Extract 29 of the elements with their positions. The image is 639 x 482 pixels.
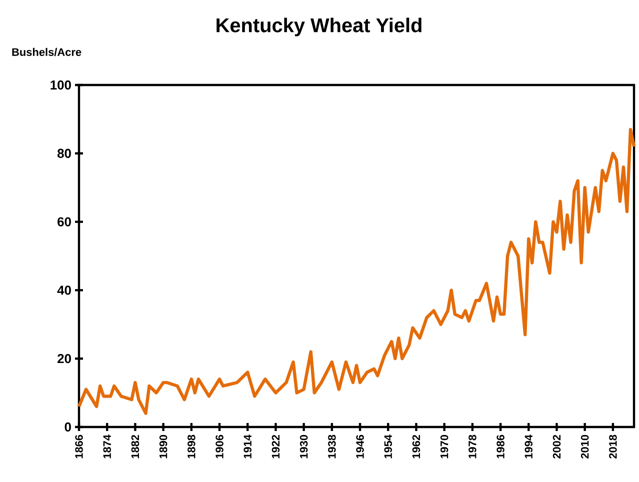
x-tick-label: 2010 [580,434,589,459]
chart-title: Kentucky Wheat Yield [216,18,422,36]
x-tick-label: 1866 [75,434,83,458]
x-tick-label: 1922 [272,434,280,458]
x-tick-label: 2002 [552,434,561,459]
x-tick-label: 2018 [609,434,617,459]
x-tick-label: 1914 [244,434,252,458]
y-tick-label: 60 [58,217,71,226]
y-tick-label: 0 [64,422,71,432]
x-tick-label: 1890 [159,434,168,458]
x-tick-label: 1874 [103,434,111,458]
y-tick-label: 100 [50,80,71,90]
x-tick-label: 1970 [440,434,448,458]
x-tick-label: 1938 [328,434,336,458]
x-tick-label: 1946 [356,434,364,458]
y-axis-title: Bushels/Acre [12,48,82,56]
y-tick-label: 40 [57,286,71,295]
line-series [77,128,636,415]
x-tick-label: 1986 [496,434,504,458]
y-tick-label: 20 [58,354,71,364]
x-tick-label: 1978 [468,434,476,458]
x-tick-label: 1898 [188,434,196,458]
x-tick-label: 1994 [524,434,533,458]
y-tick-label: 80 [57,148,71,158]
x-tick-label: 1930 [300,434,308,458]
x-tick-label: 1962 [412,434,420,458]
x-tick-label: 1954 [384,434,392,458]
x-tick-label: 1882 [131,434,140,458]
x-tick-label: 1906 [216,434,224,458]
